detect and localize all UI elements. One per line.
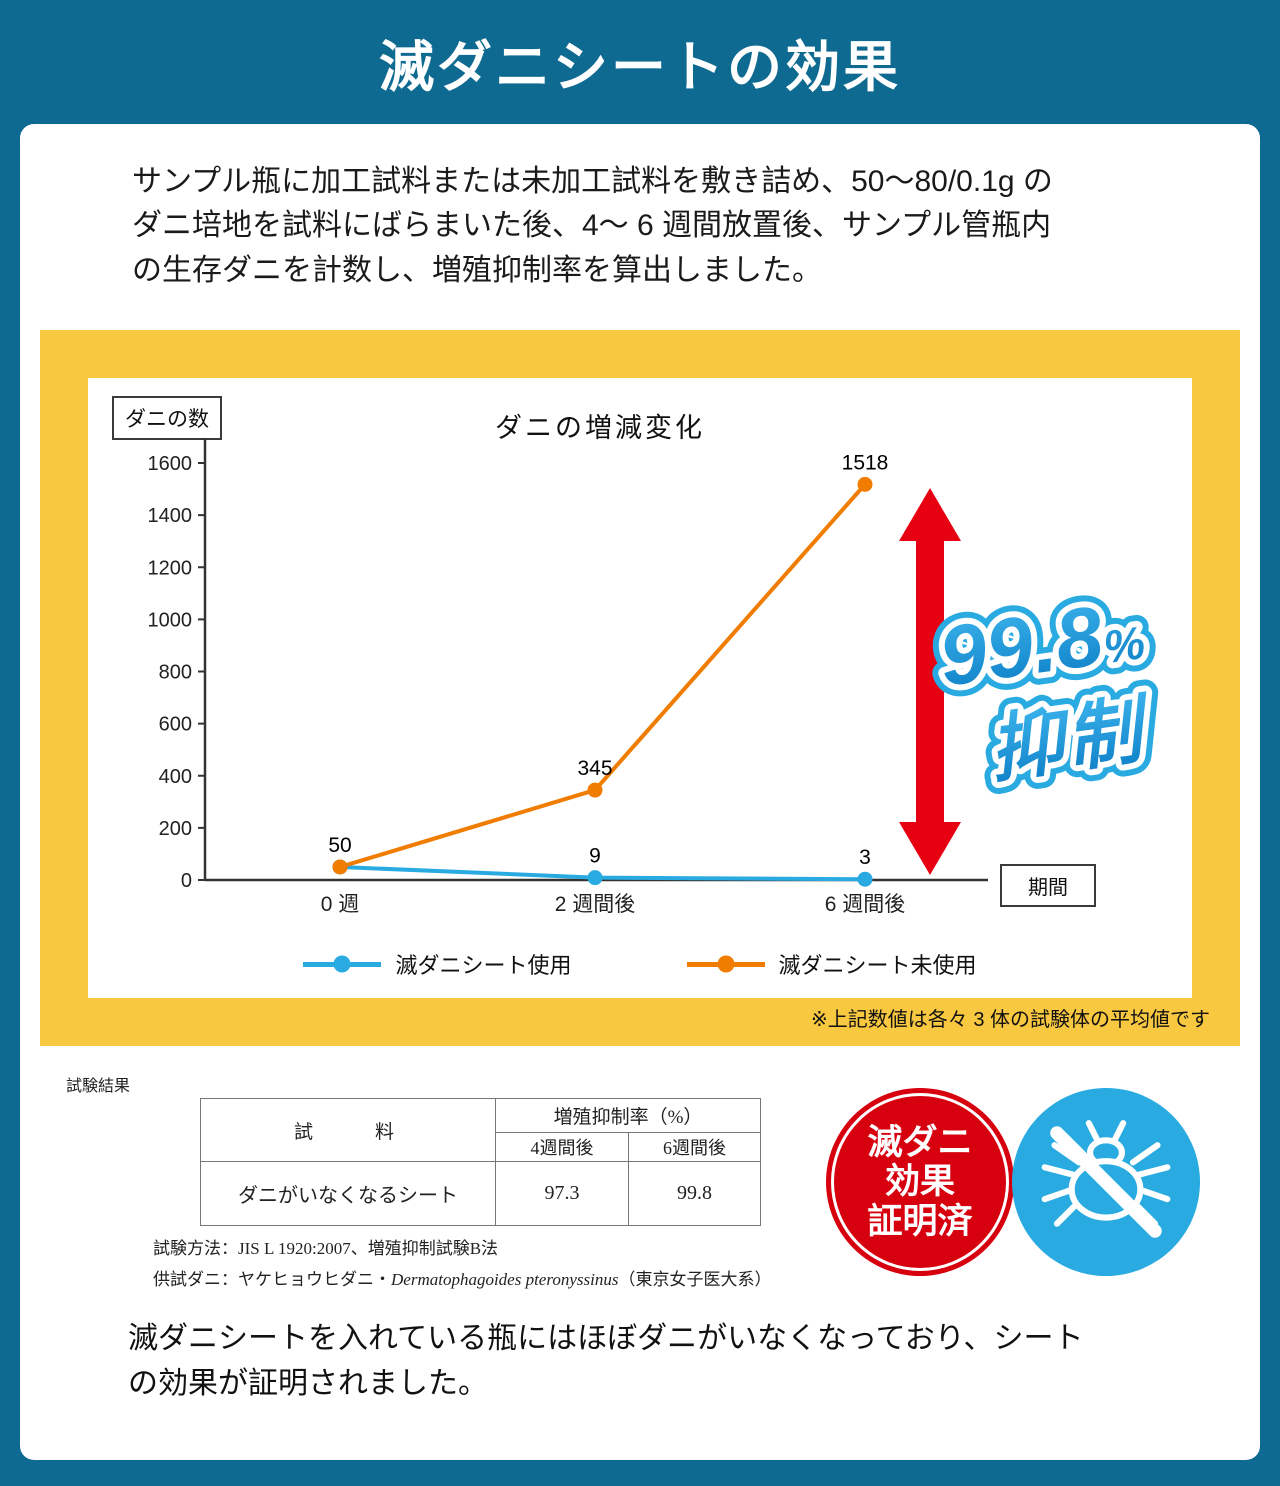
svg-text:800: 800 bbox=[159, 662, 192, 684]
suppression-arrow bbox=[899, 488, 961, 875]
conclusion-text: 滅ダニシートを入れている瓶にはほぼダニがいなくなっており、シート の効果が証明さ… bbox=[128, 1316, 1084, 1406]
svg-text:1600: 1600 bbox=[148, 453, 193, 475]
legend-item-sheet-unused: 滅ダニシート未使用 bbox=[686, 948, 977, 980]
test-mite-note: 供試ダニ：ヤケヒョウヒダニ・Dermatophagoides pteronyss… bbox=[153, 1265, 771, 1290]
header: 滅ダニシートの効果 bbox=[0, 0, 1280, 124]
legend-item-sheet-used: 滅ダニシート使用 bbox=[303, 948, 572, 980]
mite-species-name: Dermatophagoides pteronyssinus bbox=[391, 1270, 619, 1289]
svg-text:50: 50 bbox=[328, 834, 351, 857]
svg-text:1200: 1200 bbox=[148, 557, 193, 579]
svg-text:9: 9 bbox=[589, 845, 601, 868]
line-chart: 0 200 400 600 800 1000 1200 1400 1600 0 週 2 週間後 6 週… bbox=[148, 438, 988, 916]
test-method-note: 試験方法：JIS L 1920:2007、増殖抑制試験B法 bbox=[153, 1239, 499, 1258]
intro-text: サンプル瓶に加工試料または未加工試料を敷き詰め、50〜80/0.1g の ダニ培… bbox=[132, 160, 1053, 293]
proof-badge-line-3: 証明済 bbox=[867, 1201, 973, 1241]
table-cell-week4: 97.3 bbox=[495, 1161, 629, 1226]
svg-text:345: 345 bbox=[577, 757, 612, 780]
intro-line-2: ダニ培地を試料にばらまいた後、4〜 6 週間放置後、サンプル管瓶内 bbox=[132, 209, 1052, 243]
svg-text:3: 3 bbox=[859, 846, 871, 869]
table-header-week4: 4週間後 bbox=[495, 1132, 629, 1162]
chart-legend: 滅ダニシート使用 滅ダニシート未使用 bbox=[88, 948, 1192, 980]
legend-swatch-orange bbox=[686, 955, 765, 973]
prohibition-slash-icon bbox=[1050, 1126, 1162, 1238]
svg-text:1400: 1400 bbox=[148, 505, 193, 527]
legend-dot-icon bbox=[333, 955, 351, 973]
proof-badge-line-1: 滅ダニ bbox=[867, 1122, 973, 1162]
table-header-rate: 増殖抑制率（%） bbox=[494, 1098, 762, 1133]
suppression-annotation: 99.8% 抑制 99.8% 抑制 bbox=[922, 576, 1170, 804]
table-header-sample: 試 料 bbox=[200, 1098, 496, 1162]
results-heading: 試験結果 bbox=[66, 1078, 131, 1095]
legend-label-used: 滅ダニシート使用 bbox=[395, 953, 572, 978]
suppression-unit: % bbox=[1100, 616, 1148, 673]
y-axis-unit-box: ダニの数 bbox=[112, 396, 222, 440]
chart-note: ※上記数値は各々 3 体の試験体の平均値です bbox=[811, 1009, 1210, 1031]
chart-frame: ダニの数 ダニの増減変化 0 200 400 600 800 1000 1200 1400 16… bbox=[40, 330, 1240, 1046]
suppression-value: 99.8 bbox=[934, 588, 1109, 704]
chart-title: ダニの増減変化 bbox=[495, 413, 705, 443]
no-mite-badge bbox=[1012, 1088, 1200, 1276]
svg-text:6 週間後: 6 週間後 bbox=[825, 893, 906, 916]
chart-area: ダニの数 ダニの増減変化 0 200 400 600 800 1000 1200 1400 16… bbox=[88, 378, 1192, 998]
suppression-label: 抑制 bbox=[984, 687, 1158, 792]
svg-text:600: 600 bbox=[159, 714, 192, 736]
mite-note-prefix: 供試ダニ：ヤケヒョウヒダニ・ bbox=[153, 1270, 391, 1289]
legend-swatch-blue bbox=[303, 955, 382, 973]
mite-note-suffix: （東京女子医大系） bbox=[618, 1270, 772, 1289]
proof-badge-line-2: 効果 bbox=[884, 1162, 955, 1202]
table-cell-week6: 99.8 bbox=[627, 1161, 762, 1226]
conclusion-line-2: の効果が証明されました。 bbox=[128, 1367, 488, 1400]
content-card: サンプル瓶に加工試料または未加工試料を敷き詰め、50〜80/0.1g の ダニ培… bbox=[20, 124, 1260, 1460]
table-cell-sample: ダニがいなくなるシート bbox=[200, 1161, 496, 1226]
svg-text:200: 200 bbox=[159, 818, 192, 840]
intro-line-3: の生存ダニを計数し、増殖抑制率を算出しました。 bbox=[132, 253, 822, 287]
legend-dot-icon bbox=[717, 955, 734, 973]
svg-text:400: 400 bbox=[159, 766, 192, 788]
svg-text:1000: 1000 bbox=[148, 609, 193, 631]
table-row: ダニがいなくなるシート 97.3 99.8 bbox=[200, 1161, 762, 1226]
svg-text:1518: 1518 bbox=[842, 451, 889, 474]
results-table: 試 料 増殖抑制率（%） 4週間後 6週間後 ダニがいなくなるシート 97.3 … bbox=[200, 1098, 762, 1226]
table-header-week6: 6週間後 bbox=[627, 1132, 762, 1162]
svg-text:0 週: 0 週 bbox=[321, 893, 360, 916]
table-header-row-1: 試 料 増殖抑制率（%） bbox=[200, 1098, 762, 1162]
conclusion-line-1: 滅ダニシートを入れている瓶にはほぼダニがいなくなっており、シート bbox=[128, 1322, 1084, 1355]
svg-text:2 週間後: 2 週間後 bbox=[555, 893, 636, 916]
page-title: 滅ダニシートの効果 bbox=[378, 36, 901, 98]
svg-text:99.8%: 99.8% bbox=[934, 582, 1149, 704]
proof-badge: 滅ダニ 効果 証明済 bbox=[826, 1088, 1014, 1276]
legend-label-unused: 滅ダニシート未使用 bbox=[778, 953, 977, 978]
svg-text:0: 0 bbox=[181, 870, 192, 892]
mite-icon bbox=[1041, 1120, 1171, 1238]
intro-line-1: サンプル瓶に加工試料または未加工試料を敷き詰め、50〜80/0.1g の bbox=[132, 165, 1053, 198]
x-axis-unit-box: 期間 bbox=[1000, 864, 1096, 907]
